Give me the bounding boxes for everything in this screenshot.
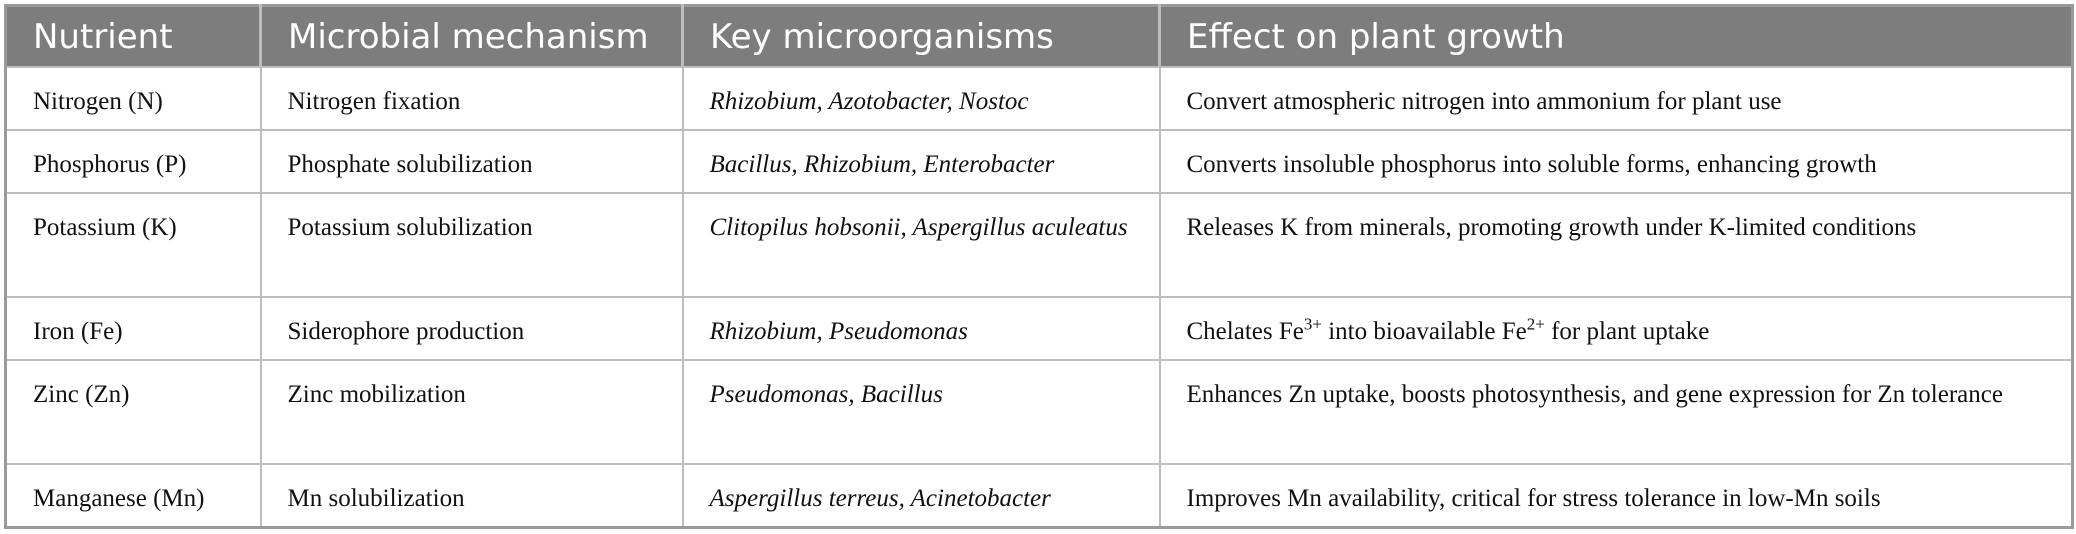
effect-cell: Converts insoluble phosphorus into solub…	[1159, 129, 2073, 193]
nutrient-cell: Nitrogen (N)	[5, 66, 262, 130]
mechanism-cell: Zinc mobilization	[260, 359, 684, 464]
effect-cell: Chelates Fe3+ into bioavailable Fe2+ for…	[1159, 296, 2073, 360]
mechanism-cell: Potassium solubilization	[260, 192, 684, 297]
nutrient-table: Nutrient Microbial mechanism Key microor…	[4, 4, 2074, 529]
organisms-cell: Clitopilus hobsonii, Aspergillus aculeat…	[682, 192, 1161, 297]
organisms-cell: Rhizobium, Pseudomonas	[682, 296, 1161, 360]
header-organisms: Key microorganisms	[682, 5, 1161, 67]
table-row: Nitrogen (N) Nitrogen fixation Rhizobium…	[5, 66, 2073, 130]
effect-text: Chelates Fe	[1186, 318, 1304, 345]
nutrient-cell: Potassium (K)	[5, 192, 262, 297]
table-row: Potassium (K) Potassium solubilization C…	[5, 192, 2073, 297]
table-row: Phosphorus (P) Phosphate solubilization …	[5, 129, 2073, 193]
table-row: Manganese (Mn) Mn solubilization Aspergi…	[5, 463, 2073, 528]
superscript: 2+	[1526, 314, 1545, 334]
mechanism-cell: Mn solubilization	[260, 463, 684, 528]
header-nutrient: Nutrient	[5, 5, 262, 67]
header-effect: Effect on plant growth	[1159, 5, 2073, 67]
organisms-cell: Bacillus, Rhizobium, Enterobacter	[682, 129, 1161, 193]
effect-text: for plant uptake	[1544, 318, 1710, 345]
nutrient-cell: Phosphorus (P)	[5, 129, 262, 193]
nutrient-cell: Manganese (Mn)	[5, 463, 262, 528]
header-row: Nutrient Microbial mechanism Key microor…	[5, 5, 2073, 67]
effect-cell: Releases K from minerals, promoting grow…	[1159, 192, 2073, 297]
organisms-cell: Pseudomonas, Bacillus	[682, 359, 1161, 464]
superscript: 3+	[1303, 314, 1322, 334]
table-row: Zinc (Zn) Zinc mobilization Pseudomonas,…	[5, 359, 2073, 464]
nutrient-cell: Zinc (Zn)	[5, 359, 262, 464]
nutrient-cell: Iron (Fe)	[5, 296, 262, 360]
organisms-cell: Aspergillus terreus, Acinetobacter	[682, 463, 1161, 528]
effect-cell: Convert atmospheric nitrogen into ammoni…	[1159, 66, 2073, 130]
effect-text: into bioavailable Fe	[1321, 318, 1527, 345]
header-mechanism: Microbial mechanism	[260, 5, 684, 67]
organisms-cell: Rhizobium, Azotobacter, Nostoc	[682, 66, 1161, 130]
mechanism-cell: Nitrogen fixation	[260, 66, 684, 130]
table-row: Iron (Fe) Siderophore production Rhizobi…	[5, 296, 2073, 360]
effect-cell: Improves Mn availability, critical for s…	[1159, 463, 2073, 528]
mechanism-cell: Siderophore production	[260, 296, 684, 360]
effect-cell: Enhances Zn uptake, boosts photosynthesi…	[1159, 359, 2073, 464]
mechanism-cell: Phosphate solubilization	[260, 129, 684, 193]
